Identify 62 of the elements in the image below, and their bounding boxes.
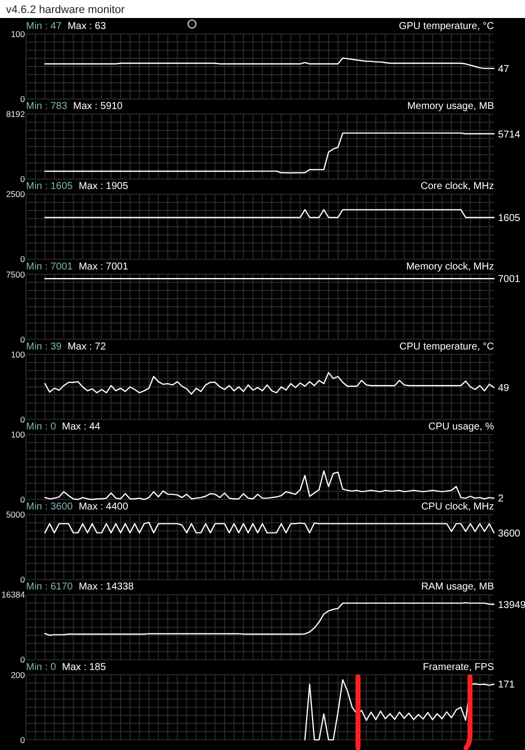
text: Min : 47 <box>26 21 62 32</box>
text: Min : 0 <box>26 662 56 673</box>
text: 49 <box>498 383 510 394</box>
y-tick-label: 0 <box>20 94 26 104</box>
text: 1605 <box>498 212 521 224</box>
text: 7001 <box>498 274 521 286</box>
text: 3600 <box>498 528 521 540</box>
line-series <box>44 522 495 534</box>
chart-title: Core clock, MHz <box>420 181 494 192</box>
text: 47 <box>498 64 510 75</box>
y-tick-label: 200 <box>10 670 26 680</box>
text: Max : 7001 <box>78 261 129 272</box>
chart-title: Memory clock, MHz <box>406 261 494 272</box>
chart-title: GPU temperature, °C <box>398 21 494 32</box>
text: Max : 1905 <box>78 181 129 192</box>
text: Max : 14338 <box>78 582 134 593</box>
text: Max : 72 <box>68 341 106 352</box>
y-tick-label: 0 <box>20 494 26 504</box>
text: Min : 783 <box>26 101 68 112</box>
text: v4.6.2 hardware monitor <box>6 4 125 16</box>
chart-title: RAM usage, MB <box>421 582 494 593</box>
y-tick-label: 0 <box>20 574 26 585</box>
chart-title: CPU usage, % <box>428 422 494 432</box>
text: Max : 44 <box>62 422 101 432</box>
chart-title: Framerate, FPS <box>422 662 494 673</box>
text: Min : 3600 <box>26 502 74 513</box>
y-tick-label: 8192 <box>6 109 26 120</box>
text: 171 <box>498 680 516 691</box>
chart-title: CPU clock, MHz <box>421 502 494 513</box>
text: Max : 63 <box>68 21 106 32</box>
y-tick-label: 100 <box>10 429 26 440</box>
y-tick-label: 0 <box>20 654 26 665</box>
text: Max : 185 <box>62 662 106 673</box>
text: Min : 0 <box>26 422 56 432</box>
text: Max : 5910 <box>73 101 124 112</box>
line-series <box>44 132 495 174</box>
line-series <box>304 679 495 740</box>
y-tick-label: 100 <box>10 349 26 360</box>
line-series <box>44 372 495 395</box>
text: 2 <box>498 494 504 505</box>
y-tick-label: 5000 <box>6 510 26 520</box>
line-series <box>44 602 495 636</box>
y-tick-label: 0 <box>20 254 26 264</box>
text: Min : 1605 <box>26 181 74 192</box>
text: 13949 <box>498 600 525 611</box>
y-tick-label: 0 <box>20 414 26 424</box>
y-tick-label: 100 <box>10 28 26 39</box>
y-tick-label: 2500 <box>6 189 26 200</box>
chart-title: Memory usage, MB <box>407 101 494 112</box>
text: Min : 6170 <box>26 582 74 593</box>
text: Max : 4400 <box>78 502 129 513</box>
y-tick-label: 0 <box>20 334 26 344</box>
y-tick-label: 16384 <box>1 590 26 600</box>
text: 5714 <box>498 129 521 140</box>
text: Min : 39 <box>26 341 62 352</box>
y-tick-label: 0 <box>20 734 26 745</box>
y-tick-label: 7500 <box>6 269 26 280</box>
text: Min : 7001 <box>26 261 74 272</box>
line-series <box>44 57 495 70</box>
chart-title: CPU temperature, °C <box>399 341 494 352</box>
line-series <box>44 470 495 500</box>
y-tick-label: 0 <box>20 174 26 184</box>
